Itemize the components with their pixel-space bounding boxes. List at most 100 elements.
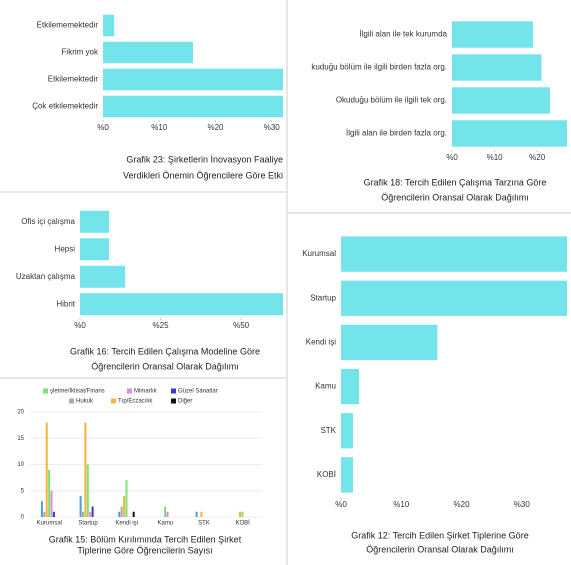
category-label: Kamu [315,382,336,391]
bar [52,511,55,517]
bar [132,511,135,517]
y-tick-label: 5 [21,488,25,494]
legend-label: Tıp/Eczacılık [118,399,153,405]
x-tick-label: Kamu [157,521,173,527]
legend-label: Mimarlık [134,389,158,395]
bar [40,501,43,517]
x-tick-label: %0 [335,500,347,509]
category-label: Ofis içi çalışma [21,217,75,226]
category-label: Kendi işi [306,338,336,347]
legend-swatch [171,388,176,394]
x-tick-label: %10 [151,123,168,132]
legend-swatch [171,398,176,404]
bar [341,280,567,316]
chart-title: Grafik 12: Tercih Edilen Şirket Tiplerin… [351,530,528,540]
x-tick-label: %30 [264,123,281,132]
x-tick-label: %20 [207,123,224,132]
chart-title: Öğrencilerin Oransal Olarak Dağılımı [381,192,529,202]
bar [80,238,109,261]
bar [43,511,46,517]
bar [45,422,48,517]
category-label: Hepsi [55,244,76,253]
legend-label: şletme/İktisat/Finans [50,388,105,395]
x-tick-label: Startup [78,521,98,527]
x-tick-label: Kendi işi [115,521,138,527]
x-tick-label: %20 [454,500,471,509]
bar [341,457,354,493]
category-label: Etkilememektedir [37,21,99,30]
y-tick-label: 10 [17,462,24,468]
y-tick-label: 20 [17,410,24,416]
bar [80,293,283,316]
chart-title: Grafik 16: Tercih Edilen Çalışma Modelin… [70,346,260,356]
legend-label: Diğer [178,399,192,405]
category-label: Startup [310,293,336,302]
bar [341,236,567,272]
y-tick-label: 0 [21,515,25,521]
bar [91,506,94,517]
legend-swatch [127,388,132,394]
bar [166,511,169,517]
bar [200,511,203,517]
bar [103,95,283,118]
bar [118,511,121,517]
category-label: kuduğu bölüm ile ilgili birden fazla org… [311,63,447,72]
bar [452,54,542,81]
x-tick-label: %0 [74,321,86,330]
bar [79,496,82,517]
category-label: Etkilemektedir [48,75,99,84]
x-tick-label: %0 [446,153,458,162]
bar [341,324,438,361]
bar [84,422,87,517]
bar [341,413,354,449]
bar [103,41,193,64]
bar [103,14,115,37]
category-label: İlgili alan ile birden fazla org. [346,129,447,138]
bar [50,490,53,517]
bar [452,21,533,48]
x-tick-label: STK [198,521,210,527]
chart-title: Öğrencilerin Oransal Olarak Dağılımı [366,544,514,554]
bar [452,87,550,114]
bar [89,511,92,517]
bar [125,480,128,517]
bar [80,210,109,233]
legend-swatch [43,388,48,394]
x-tick-label: KOBİ [235,520,250,527]
chart-title: Öğrencilerin Oransal Olarak Dağılımı [91,361,239,371]
legend-swatch [111,398,116,404]
chart-title: Tiplerine Göre Öğrencilerin Sayısı [77,545,212,555]
x-tick-label: %25 [153,321,170,330]
x-tick-label: Kurumsal [37,521,62,527]
bar [86,464,89,517]
bar [123,496,126,517]
category-label: İlgili alan ile tek kurumda [359,30,447,39]
category-label: Fikrim yok [62,48,99,57]
bar [103,68,283,91]
category-label: Hibrit [56,299,75,308]
bar [452,120,567,147]
bar [241,511,244,517]
category-label: Kurumsal [302,249,336,258]
bar [341,368,360,405]
legend-swatch [69,398,74,404]
chart-title: Grafik 15: Bölüm Kırılımında Tercih Edil… [49,534,242,544]
x-tick-label: %10 [487,153,504,162]
x-tick-label: %0 [97,123,109,132]
x-tick-label: %50 [233,321,250,330]
bar [48,469,51,517]
category-label: Okuduğu bölüm ile ilgili tek org. [336,96,447,105]
bar [80,265,126,288]
bar [164,506,167,517]
legend-label: Güzel Sanatlar [178,389,218,395]
chart-title: Verdikleri Önemin Öğrencilere Göre Etki [123,170,283,180]
category-label: Uzaktan çalışma [16,272,76,281]
legend-label: Hukuk [76,399,94,405]
category-label: STK [320,426,336,435]
bar [82,511,84,517]
chart-title: Grafik 18: Tercih Edilen Çalışma Tarzına… [364,177,547,187]
category-label: KOBİ [317,470,336,479]
x-tick-label: %20 [529,153,546,162]
x-tick-label: %10 [393,500,410,509]
